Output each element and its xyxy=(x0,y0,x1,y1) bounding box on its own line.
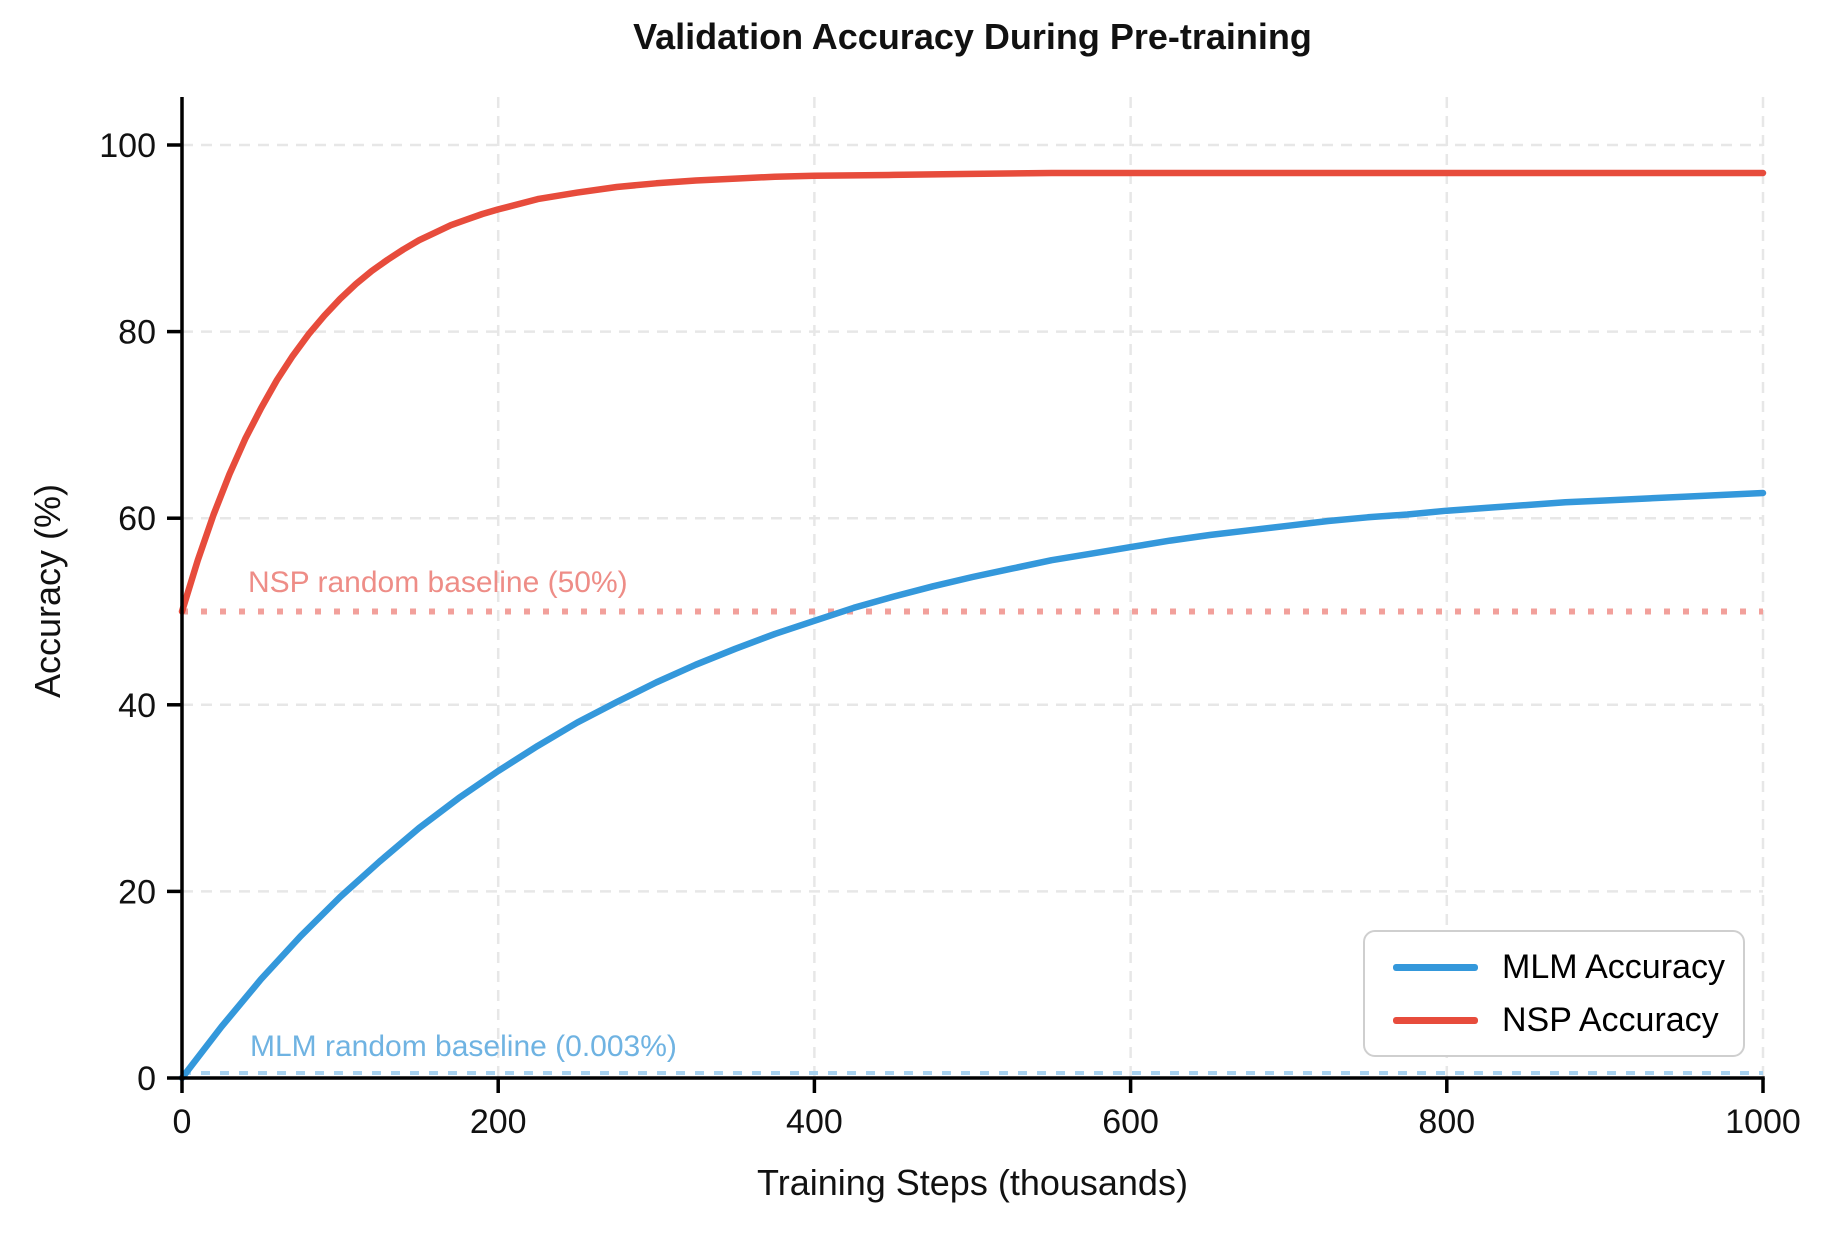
y-tick-label-80: 80 xyxy=(118,314,156,352)
y-tick-label-0: 0 xyxy=(137,1060,156,1098)
legend: MLM Accuracy NSP Accuracy xyxy=(1363,930,1745,1057)
x-tick-label-1000: 1000 xyxy=(1725,1103,1801,1141)
mlm-baseline-annotation: MLM random baseline (0.003%) xyxy=(250,1030,677,1063)
nsp-accuracy-line xyxy=(178,169,1767,615)
x-tick-label-400: 400 xyxy=(786,1103,843,1141)
x-tick-label-800: 800 xyxy=(1418,1103,1475,1141)
nsp-baseline-annotation: NSP random baseline (50%) xyxy=(248,566,628,599)
mlm-line-swatch xyxy=(1393,963,1478,971)
nsp-line-swatch xyxy=(1393,1016,1478,1024)
y-tick-label-40: 40 xyxy=(118,687,156,725)
x-tick-label-600: 600 xyxy=(1102,1103,1159,1141)
chart-title: Validation Accuracy During Pre-training xyxy=(633,16,1312,57)
y-axis-label: Accuracy (%) xyxy=(27,483,68,699)
legend-label-mlm: MLM Accuracy xyxy=(1502,947,1725,986)
legend-item-nsp: NSP Accuracy xyxy=(1393,1001,1743,1040)
legend-label-nsp: NSP Accuracy xyxy=(1502,1000,1719,1039)
x-tick-label-0: 0 xyxy=(173,1103,192,1141)
y-tick-label-100: 100 xyxy=(99,127,156,165)
legend-item-mlm: MLM Accuracy xyxy=(1393,948,1743,987)
mlm-accuracy-line xyxy=(178,489,1767,1082)
y-tick-label-60: 60 xyxy=(118,500,156,538)
y-tick-label-20: 20 xyxy=(118,873,156,911)
x-tick-label-200: 200 xyxy=(470,1103,527,1141)
x-axis-label: Training Steps (thousands) xyxy=(757,1162,1188,1203)
